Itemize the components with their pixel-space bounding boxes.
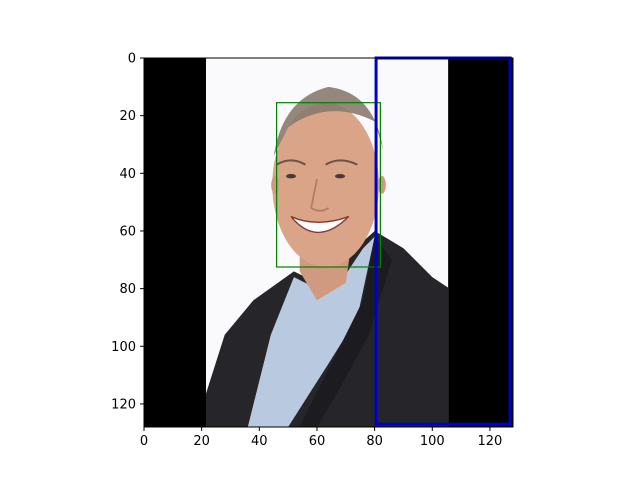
y-tick-label: 100 xyxy=(111,340,136,355)
smile-shape xyxy=(290,215,350,233)
x-tick-label: 120 xyxy=(478,434,503,449)
face-shape xyxy=(272,102,379,268)
right-black-band xyxy=(448,58,513,427)
x-tick-label: 40 xyxy=(251,434,268,449)
nose-shape xyxy=(310,178,329,212)
left-eye xyxy=(286,173,297,179)
y-tick-label: 60 xyxy=(119,224,136,239)
x-axis-ticks: 0 20 40 60 80 100 120 xyxy=(140,427,502,449)
y-tick-label: 40 xyxy=(119,167,136,182)
y-tick-label: 80 xyxy=(119,282,136,297)
y-axis-ticks: 0 20 40 60 80 100 120 xyxy=(111,52,144,412)
y-tick-label: 120 xyxy=(111,397,136,412)
left-ear xyxy=(271,175,280,194)
right-ear xyxy=(377,175,386,194)
hair-shape xyxy=(273,86,384,157)
left-brow xyxy=(276,159,306,166)
lapel-shape xyxy=(299,236,392,427)
x-tick-label: 20 xyxy=(193,434,210,449)
right-brow xyxy=(325,159,358,166)
x-tick-label: 0 xyxy=(140,434,148,449)
person-portrait xyxy=(205,86,449,427)
photo-image xyxy=(144,58,513,427)
x-tick-label: 80 xyxy=(366,434,383,449)
x-tick-label: 60 xyxy=(309,434,326,449)
left-black-band xyxy=(144,58,206,427)
portrait-group xyxy=(205,86,449,427)
y-tick-label: 20 xyxy=(119,109,136,124)
face-box xyxy=(276,102,381,268)
y-tick-label: 0 xyxy=(128,52,136,67)
x-tick-label: 100 xyxy=(420,434,445,449)
axes-frame xyxy=(143,57,514,428)
right-eye xyxy=(335,173,346,179)
